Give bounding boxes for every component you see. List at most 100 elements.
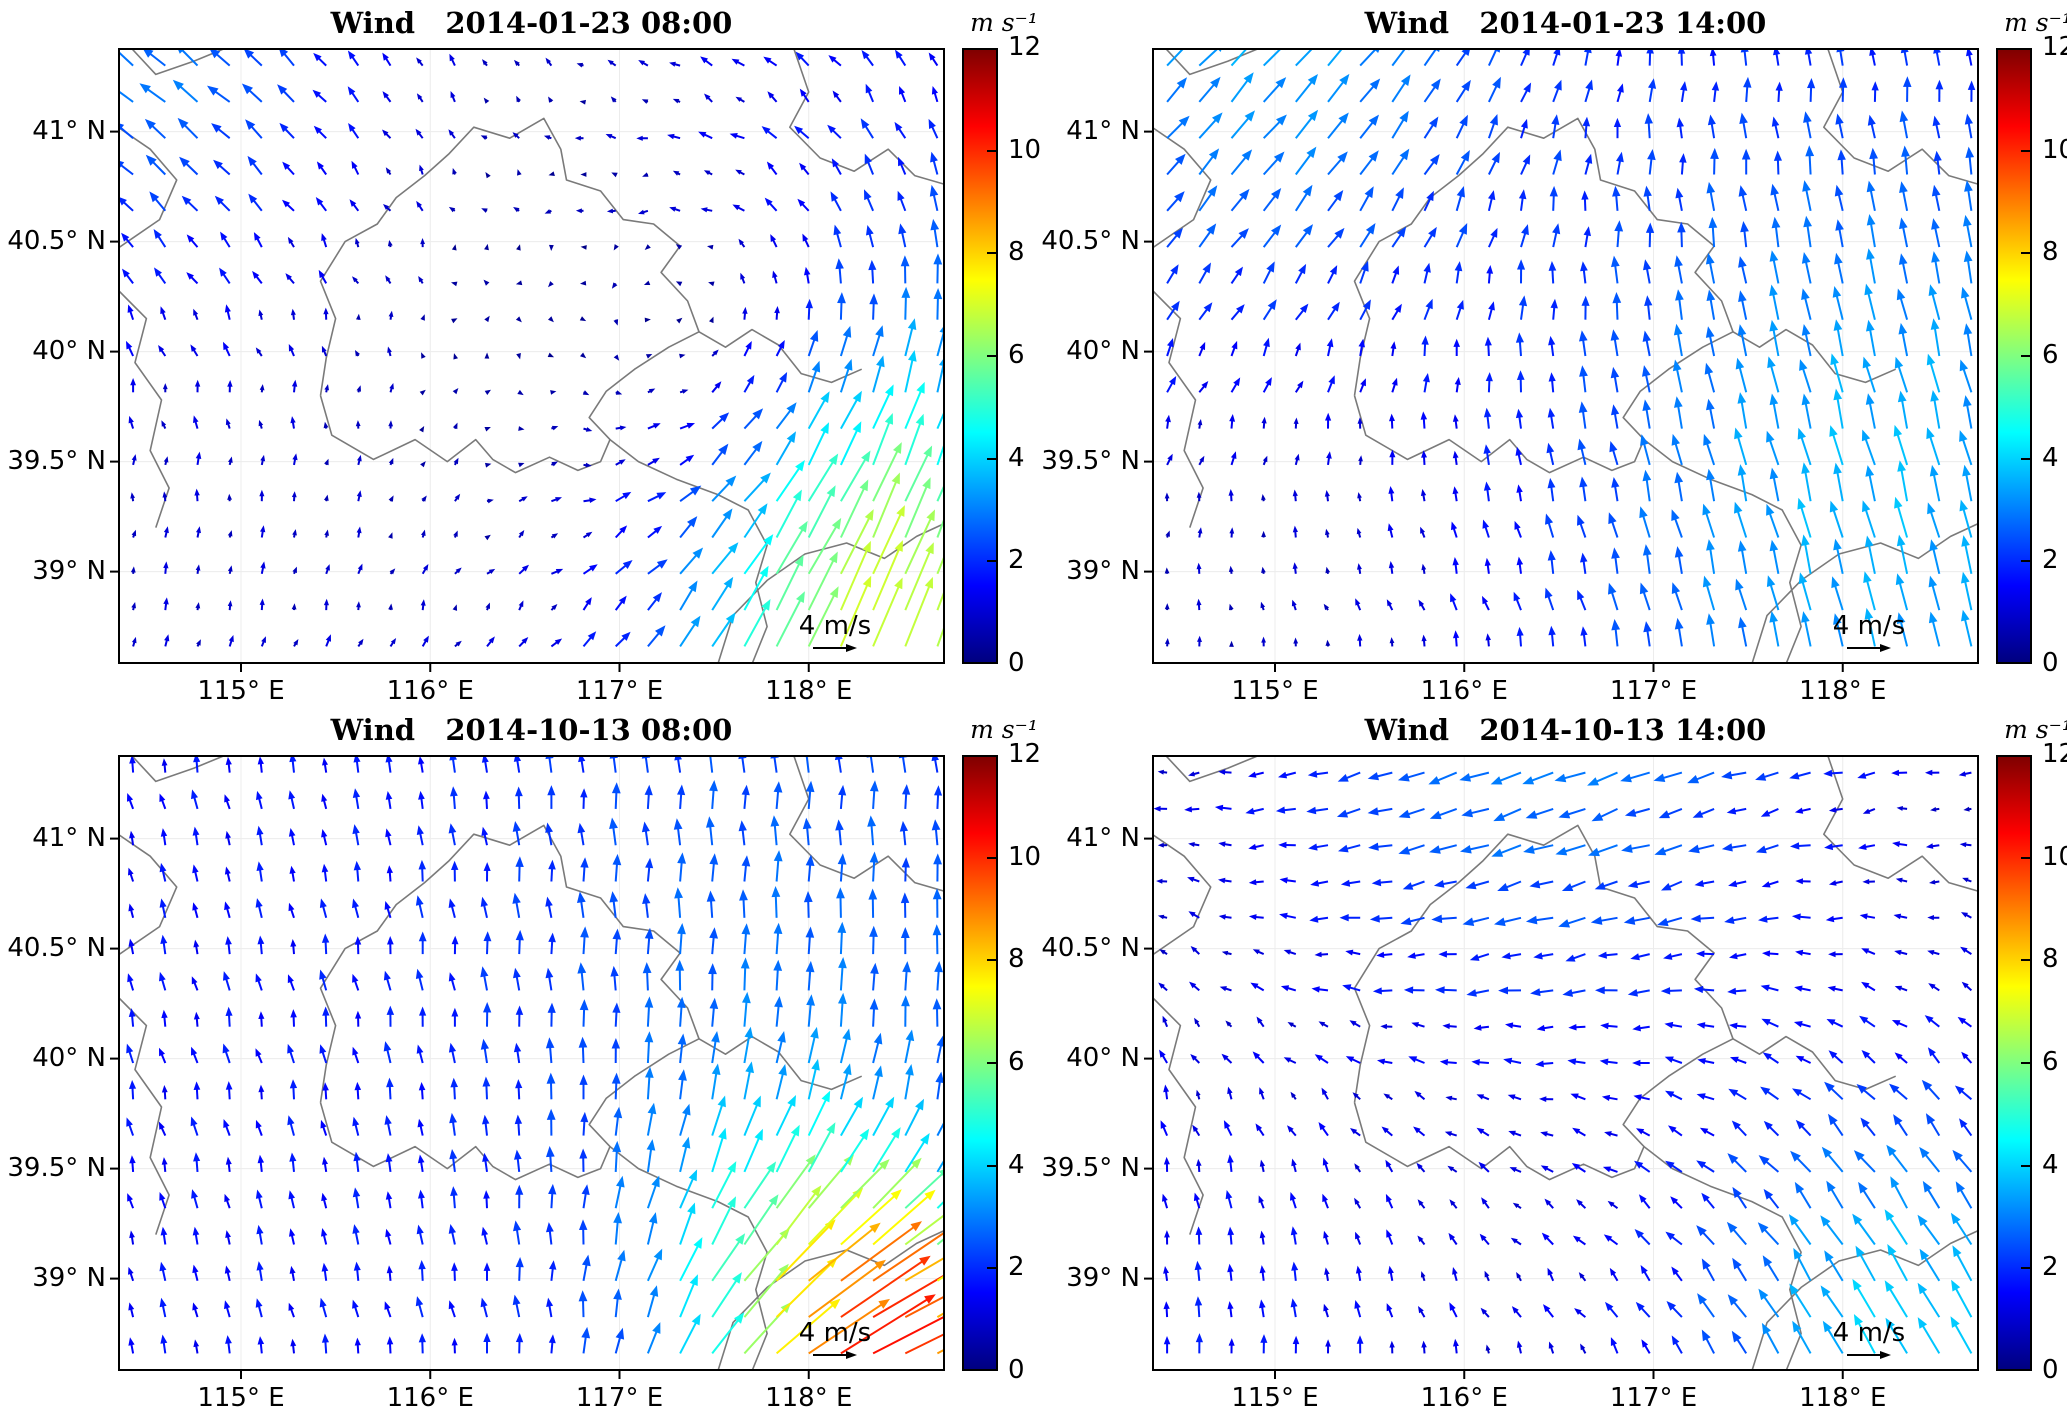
colorbar-tick-mark [987,457,996,460]
colorbar-tick-mark [2021,1062,2030,1064]
plot-content [118,755,945,1371]
y-tick-label: 40.5° N [7,225,106,256]
plot-content [1152,48,1979,664]
y-tick-label: 40.5° N [1041,932,1140,963]
map-outline [1353,824,1734,1181]
colorbar-tick-label: 4 [2042,442,2059,473]
colorbar-tick-label: 0 [1008,1355,1025,1385]
y-tick-label: 39.5° N [7,445,106,476]
colorbar-tick-mark [2021,755,2030,757]
colorbar-unit-label: m s⁻¹ [970,715,1038,744]
x-tick-label: 116° E [386,676,474,706]
map-outline [118,833,178,956]
colorbar-tick-label: 2 [1008,545,1025,576]
colorbar-tick-label: 6 [2042,1047,2059,1077]
colorbar-tick-mark [2021,1267,2030,1270]
colorbar-tick-label: 2 [2042,1252,2059,1283]
colorbar-tick-mark [987,856,996,859]
colorbar-tick-label: 8 [1008,944,1025,975]
colorbar-tick-mark [987,355,996,357]
x-tick-label: 115° E [1231,676,1319,706]
reference-arrow: 4 m/s [799,611,871,652]
y-tick-label: 39.5° N [7,1152,106,1183]
y-tick-label: 40° N [1066,335,1140,366]
colorbar-tick-mark [987,149,996,152]
x-tick-label: 118° E [765,676,853,706]
plot-content [1152,755,1979,1371]
y-tick-label: 39.5° N [1041,1152,1140,1183]
map-outline [1152,126,1212,249]
colorbar-tick-mark [2021,959,2030,962]
map-outline [717,522,945,664]
y-tick-label: 39° N [32,555,106,586]
colorbar-tick-label: 6 [1008,1047,1025,1077]
panel-title: Wind 2014-10-13 08:00 [330,713,733,747]
colorbar-tick-label: 10 [2042,134,2067,165]
map-outline [1643,438,1802,664]
colorbar-tick-label: 0 [1008,648,1025,678]
map-outline [130,48,227,76]
y-tick-label: 39° N [1066,1262,1140,1293]
x-tick-label: 115° E [1231,1383,1319,1413]
y-tick-label: 41° N [1066,115,1140,146]
colorbar-tick-label: 10 [1008,134,1042,165]
x-tick-label: 116° E [1420,676,1508,706]
colorbar-tick-label: 4 [2042,1149,2059,1180]
colorbar-tick-label: 0 [2042,648,2059,678]
colorbar-tick-label: 12 [1008,32,1042,62]
colorbar-tick-mark [987,560,996,563]
y-tick-label: 39.5° N [1041,445,1140,476]
colorbar-tick-label: 12 [2042,32,2067,62]
x-tick-label: 117° E [575,676,664,706]
map-outline [1152,833,1212,956]
reference-arrow: 4 m/s [1833,1318,1905,1359]
colorbar-tick-mark [987,959,996,962]
panel-title: Wind 2014-10-13 14:00 [1364,713,1767,747]
colorbar-tick-label: 6 [2042,340,2059,370]
colorbar-tick-label: 10 [1008,841,1042,872]
colorbar-tick-label: 8 [1008,237,1025,268]
colorbar-tick-mark [987,252,996,255]
y-tick-label: 40° N [1066,1042,1140,1073]
map-outline [130,755,227,783]
map-outline [789,755,945,893]
wind-panel-2014-01-23-1400: Wind 2014-01-23 14:00 4 m/s m s⁻¹ 39° N 3… [1034,0,2067,706]
colorbar-tick-mark [987,1062,996,1064]
map-outline [1152,996,1204,1235]
y-tick-label: 41° N [32,822,106,853]
reference-arrow: 4 m/s [1833,611,1905,652]
map-outline [118,126,178,249]
colorbar-tick-mark [987,1267,996,1270]
panel-title: Wind 2014-01-23 08:00 [330,6,733,40]
colorbar-tick-mark [987,662,996,664]
plot-content [118,48,945,664]
colorbar-tick-mark [987,1369,996,1371]
quiver-plot: 4 m/s [110,755,945,1379]
colorbar-tick-label: 10 [2042,841,2067,872]
colorbar-tick-mark [987,48,996,50]
x-tick-label: 116° E [386,1383,474,1413]
colorbar-tick-mark [2021,457,2030,460]
colorbar-tick-mark [987,755,996,757]
wind-panel-2014-01-23-0800: Wind 2014-01-23 08:00 4 m/s m s⁻¹ 39° N 3… [0,0,1041,706]
colorbar-tick-label: 12 [1008,739,1042,769]
map-outline [1164,755,1261,783]
colorbar-tick-label: 12 [2042,739,2067,769]
colorbar-tick-mark [2021,662,2030,664]
quiver-plot: 4 m/s [1144,48,1979,672]
x-tick-label: 116° E [1420,1383,1508,1413]
x-tick-label: 117° E [1609,676,1698,706]
map-outline [319,824,700,1181]
map-outline [319,117,700,474]
map-outline [1751,522,1979,664]
colorbar-tick-mark [2021,252,2030,255]
colorbar-tick-label: 4 [1008,1149,1025,1180]
colorbar-tick-label: 4 [1008,442,1025,473]
map-outline [1732,328,1897,384]
reference-arrow-label: 4 m/s [1833,611,1905,641]
reference-arrow-label: 4 m/s [799,1318,871,1348]
map-outline [698,328,863,384]
map-outline [118,996,170,1235]
map-outline [609,1145,768,1371]
